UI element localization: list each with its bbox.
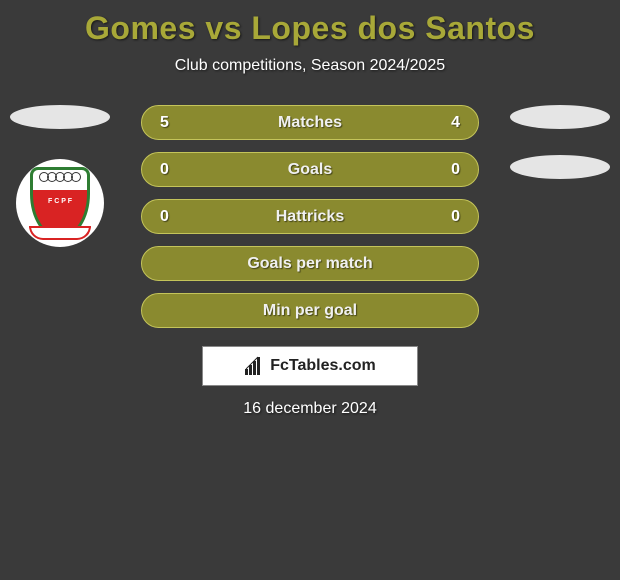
bar-chart-icon xyxy=(244,356,264,376)
page-title: Gomes vs Lopes dos Santos xyxy=(0,10,620,47)
stat-label: Min per goal xyxy=(160,302,460,320)
stat-row-matches: 5 Matches 4 xyxy=(141,105,479,140)
club-badge-shield: F C P F xyxy=(30,167,90,239)
stat-label: Goals xyxy=(180,161,440,179)
stat-label: Matches xyxy=(180,114,440,132)
comparison-card: Gomes vs Lopes dos Santos Club competiti… xyxy=(0,0,620,580)
stat-row-goals-per-match: Goals per match xyxy=(141,246,479,281)
generation-date: 16 december 2024 xyxy=(0,400,620,418)
page-subtitle: Club competitions, Season 2024/2025 xyxy=(0,57,620,75)
stats-list: 5 Matches 4 0 Goals 0 0 Hattricks 0 Goal… xyxy=(141,105,479,328)
watermark: FcTables.com xyxy=(202,346,418,386)
stat-row-goals: 0 Goals 0 xyxy=(141,152,479,187)
stat-left-value: 0 xyxy=(160,208,180,226)
stat-label: Goals per match xyxy=(160,255,460,273)
badge-banner xyxy=(29,226,91,240)
stat-right-value: 0 xyxy=(440,161,460,179)
stat-label: Hattricks xyxy=(180,208,440,226)
shield-shape: F C P F xyxy=(30,167,90,239)
stat-left-value: 0 xyxy=(160,161,180,179)
player-photo-placeholder-right-2 xyxy=(510,155,610,179)
player-photo-placeholder-right-1 xyxy=(510,105,610,129)
stat-left-value: 5 xyxy=(160,114,180,132)
stat-right-value: 4 xyxy=(440,114,460,132)
content-area: F C P F 5 Matches 4 0 Goals 0 0 xyxy=(0,105,620,418)
left-player-column: F C P F xyxy=(5,105,115,247)
player-photo-placeholder-left xyxy=(10,105,110,129)
club-badge-left: F C P F xyxy=(16,159,104,247)
watermark-text: FcTables.com xyxy=(270,357,376,375)
stat-right-value: 0 xyxy=(440,208,460,226)
stat-row-min-per-goal: Min per goal xyxy=(141,293,479,328)
badge-letters: F C P F xyxy=(33,198,87,206)
stat-row-hattricks: 0 Hattricks 0 xyxy=(141,199,479,234)
right-player-column xyxy=(505,105,615,199)
olympic-rings-icon xyxy=(40,172,80,182)
